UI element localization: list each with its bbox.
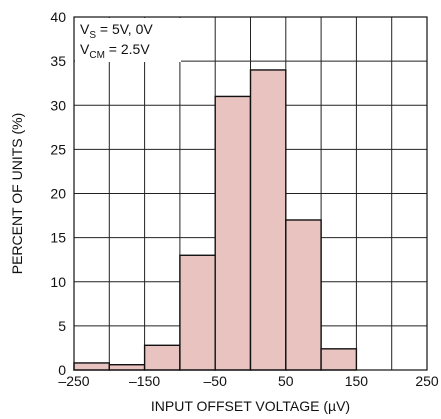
annotation-common-mode: VCM = 2.5V (80, 41, 150, 61)
y-tick-label: 40 (50, 9, 66, 25)
y-tick-label: 5 (58, 318, 66, 334)
y-tick-label: 30 (50, 97, 66, 113)
histogram-bars (73, 69, 358, 371)
histogram-bar (143, 344, 181, 371)
x-tick-label: 150 (345, 373, 369, 389)
annotation-supply: VS = 5V, 0V (80, 21, 153, 41)
y-tick-label: 10 (50, 274, 66, 290)
histogram-bar (214, 95, 252, 371)
y-tick-labels: 0 5 10 15 20 25 30 35 40 (50, 9, 66, 378)
y-tick-label: 20 (50, 186, 66, 202)
x-tick-label: 50 (278, 373, 294, 389)
histogram-bar (179, 254, 216, 371)
x-tick-label: –250 (58, 373, 89, 389)
annotation-background (75, 18, 181, 62)
x-tick-labels: –250 –150 –50 50 150 250 (58, 373, 438, 389)
plot-frame (73, 16, 428, 371)
histogram-bar (320, 348, 358, 371)
y-axis-label: PERCENT OF UNITS (%) (9, 113, 25, 275)
histogram-bar (108, 364, 146, 371)
x-tick-label: –50 (204, 373, 228, 389)
histogram-bar (73, 362, 110, 371)
y-tick-label: 15 (50, 230, 66, 246)
histogram-bar (249, 69, 287, 371)
y-tick-label: 0 (58, 362, 66, 378)
x-tick-label: –150 (129, 373, 160, 389)
histogram-bar (285, 219, 322, 371)
y-tick-label: 25 (50, 141, 66, 157)
x-tick-label: 250 (415, 373, 439, 389)
y-tick-label: 35 (50, 53, 66, 69)
x-axis-label: INPUT OFFSET VOLTAGE (µV) (151, 398, 350, 414)
